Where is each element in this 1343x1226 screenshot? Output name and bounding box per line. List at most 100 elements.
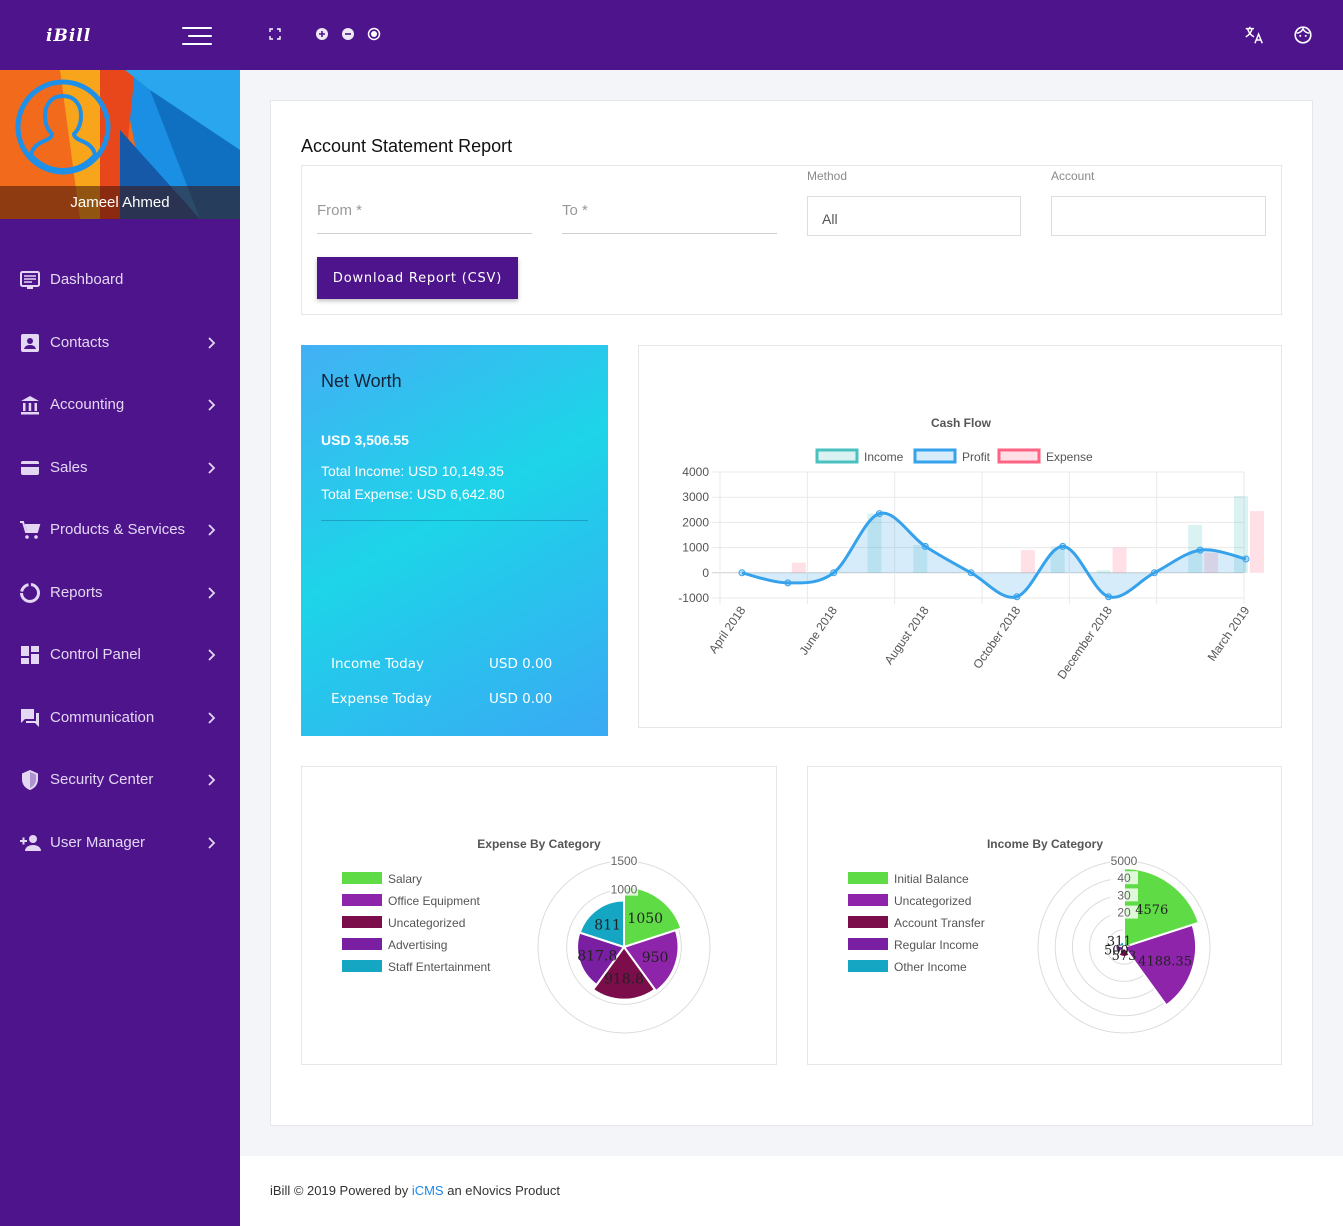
sidebar-item-security-center[interactable]: Security Center <box>0 760 240 800</box>
profit-point <box>1105 593 1113 601</box>
profit-point <box>967 569 975 577</box>
cash-flow-card: Cash Flow Income Profit Expense 4000 3000 2000… <box>638 345 1282 728</box>
legend-swatch <box>342 938 382 950</box>
chart-title: Income By Category <box>987 837 1103 851</box>
chart-title: Cash Flow <box>931 416 992 430</box>
income-today-value: USD 0.00 <box>489 656 553 672</box>
tick-backdrop <box>1110 905 1138 919</box>
slice <box>576 931 626 987</box>
income-today-label: Income Today <box>331 656 425 672</box>
account-label: Account <box>1051 169 1095 183</box>
sidebar-item-accounting[interactable]: Accounting <box>0 385 240 425</box>
value-label: 500 <box>1104 943 1129 958</box>
sidebar-item-communication[interactable]: Communication <box>0 698 240 738</box>
value-label: 311 <box>1107 935 1132 950</box>
legend-label: Uncategorized <box>388 916 465 930</box>
shield-icon <box>22 770 38 790</box>
profit-point <box>1242 555 1250 563</box>
sidebar-item-label: Communication <box>50 709 155 726</box>
sidebar-item-contacts[interactable]: Contacts <box>0 323 240 363</box>
translate-icon[interactable] <box>1243 24 1265 46</box>
value-label: 1050 <box>627 911 663 927</box>
income-bar <box>913 545 928 573</box>
footer-text: iBill © 2019 Powered by iCMS an eNovics … <box>270 1183 560 1198</box>
sidebar-item-reports[interactable]: Reports <box>0 573 240 613</box>
profile-banner: Jameel Ahmed <box>0 70 240 219</box>
y-tick-label: 0 <box>702 566 709 580</box>
tick-label: 20 <box>1117 906 1131 920</box>
profit-area <box>742 513 1246 598</box>
sidebar-item-dashboard[interactable]: Dashboard <box>0 260 240 300</box>
avatar-icon[interactable] <box>14 78 112 176</box>
value-label: 817.8 <box>577 949 617 965</box>
menu-toggle-icon[interactable] <box>182 27 212 45</box>
legend-swatch <box>848 960 888 972</box>
sidebar-item-label: Accounting <box>50 396 125 413</box>
profit-point <box>1196 546 1204 554</box>
tick-label: 30 <box>1117 888 1131 902</box>
sidebar-item-label: Security Center <box>50 771 154 788</box>
method-label: Method <box>807 169 848 183</box>
legend-label: Staff Entertainment <box>388 960 491 974</box>
expense-bar <box>1112 547 1127 573</box>
slice <box>1122 923 1198 1007</box>
y-tick-label: 1000 <box>682 541 709 555</box>
zoom-out-icon[interactable] <box>341 27 355 41</box>
from-date-input[interactable] <box>317 188 532 234</box>
value-label: 811 <box>594 917 621 933</box>
chevron-right-icon <box>208 524 216 536</box>
user-face-icon[interactable] <box>1292 24 1314 46</box>
legend-label: Income <box>864 450 904 464</box>
expense-today-value: USD 0.00 <box>489 691 553 707</box>
value-label: 4188.35 <box>1138 954 1192 969</box>
sidebar-item-label: User Manager <box>50 834 146 851</box>
legend-label: Account Transfer <box>894 916 985 930</box>
y-tick-label: -1000 <box>678 591 709 605</box>
profit-point <box>1150 569 1158 577</box>
legend-label: Uncategorized <box>894 894 971 908</box>
legend-swatch <box>342 916 382 928</box>
legend-swatch <box>342 872 382 884</box>
profit-line <box>741 511 1247 599</box>
footer: iBill © 2019 Powered by iCMS an eNovics … <box>240 1156 1343 1226</box>
method-select[interactable]: All <box>807 196 1021 236</box>
to-date-input[interactable] <box>562 188 777 234</box>
sidebar-item-control-panel[interactable]: Control Panel <box>0 635 240 675</box>
slice <box>578 899 625 949</box>
x-tick-label: June 2018 <box>796 603 840 657</box>
slice <box>622 928 680 993</box>
footer-link[interactable]: iCMS <box>411 1183 444 1198</box>
zoom-in-icon[interactable] <box>315 27 329 41</box>
cart-icon <box>20 521 41 539</box>
y-tick-label: 3000 <box>682 490 709 504</box>
zoom-reset-icon[interactable] <box>367 27 381 41</box>
sidebar-item-user-manager[interactable]: User Manager <box>0 823 240 863</box>
legend-swatch <box>342 894 382 906</box>
profit-point <box>1013 593 1021 601</box>
legend-label: Regular Income <box>894 938 979 952</box>
user-name[interactable]: Jameel Ahmed <box>0 186 240 219</box>
fullscreen-icon[interactable] <box>269 28 281 40</box>
expense-category-card: Expense By Category Salary Office Equipmen… <box>301 766 777 1065</box>
tick-label: 40 <box>1117 871 1131 885</box>
download-report-button[interactable]: Download Report (CSV) <box>317 257 518 299</box>
tick-label: 1000 <box>611 883 638 897</box>
sidebar-item-sales[interactable]: Sales <box>0 448 240 488</box>
net-worth-card: Net Worth USD 3,506.55 Total Income: USD… <box>301 345 608 736</box>
sidebar-item-label: Reports <box>50 584 103 601</box>
slice <box>1116 945 1132 958</box>
contacts-icon <box>21 334 39 352</box>
legend-swatch <box>997 448 1041 464</box>
account-select[interactable] <box>1051 196 1266 236</box>
app-logo[interactable]: iBill <box>46 26 92 46</box>
sidebar-item-products-services[interactable]: Products & Services <box>0 510 240 550</box>
x-tick-label: August 2018 <box>882 603 932 666</box>
sidebar-item-label: Products & Services <box>50 521 186 538</box>
cash-flow-chart: Cash Flow Income Profit Expense 4000 3000 2000… <box>678 416 1264 682</box>
expense-bar <box>1204 552 1219 573</box>
y-tick-label: 4000 <box>682 465 709 479</box>
legend-label: Advertising <box>388 938 447 952</box>
sidebar-item-label: Control Panel <box>50 646 141 663</box>
net-worth-amount: USD 3,506.55 <box>321 432 409 448</box>
legend-label: Office Equipment <box>388 894 480 908</box>
